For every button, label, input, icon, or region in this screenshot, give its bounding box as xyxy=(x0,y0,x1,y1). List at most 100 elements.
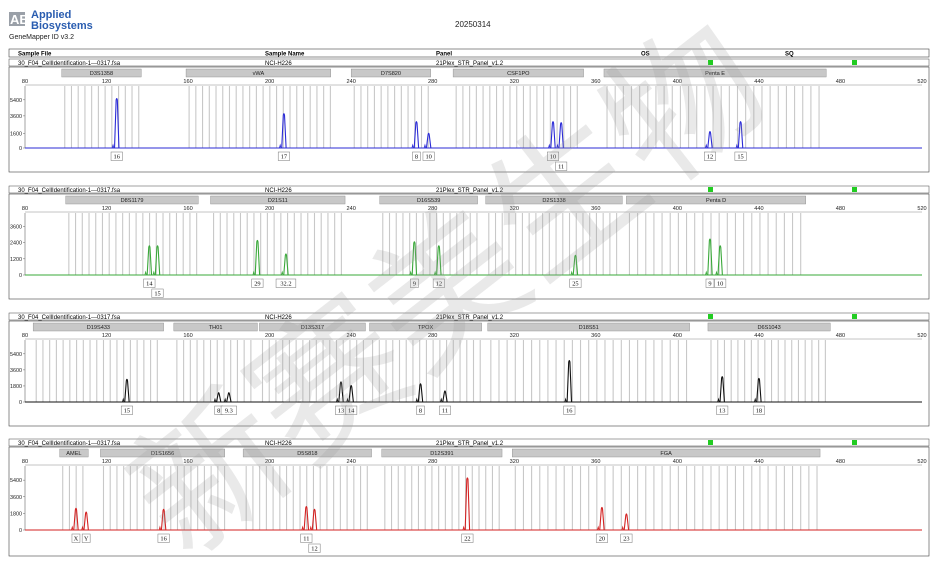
y-tick-label: 1800 xyxy=(10,511,22,517)
allele-call-label: 16 xyxy=(160,536,166,543)
allele-call-box[interactable] xyxy=(143,278,156,288)
peak[interactable] xyxy=(281,113,287,149)
os-status-indicator xyxy=(708,60,713,65)
allele-call-box[interactable] xyxy=(110,151,123,161)
allele-call-box[interactable] xyxy=(439,405,451,415)
allele-call-box[interactable] xyxy=(300,533,313,543)
allele-call-box[interactable] xyxy=(151,288,164,298)
stutter-peak xyxy=(144,270,147,276)
locus-marker-d13s317[interactable] xyxy=(259,322,366,332)
peak[interactable] xyxy=(566,360,573,403)
allele-call-box[interactable] xyxy=(705,278,715,288)
allele-call-box[interactable] xyxy=(620,533,633,543)
peak[interactable] xyxy=(124,378,130,403)
peak[interactable] xyxy=(464,477,471,531)
allele-call-box[interactable] xyxy=(345,405,358,415)
peak[interactable] xyxy=(154,245,161,276)
locus-marker-d21s11[interactable] xyxy=(210,195,346,205)
locus-marker-d7s820[interactable] xyxy=(350,68,431,78)
allele-call-box[interactable] xyxy=(704,151,716,161)
allele-call-box[interactable] xyxy=(547,151,559,161)
locus-label: D18S51 xyxy=(579,325,599,331)
allele-call-box[interactable] xyxy=(277,151,290,161)
locus-marker-d3s1358[interactable] xyxy=(61,68,142,78)
peak[interactable] xyxy=(572,254,579,276)
peak[interactable] xyxy=(146,245,153,276)
locus-marker-d12s391[interactable] xyxy=(381,448,503,458)
allele-call-box[interactable] xyxy=(714,278,727,288)
allele-call-box[interactable] xyxy=(412,151,421,161)
allele-call-box[interactable] xyxy=(416,405,425,415)
peak[interactable] xyxy=(719,376,725,403)
allele-call-box[interactable] xyxy=(120,405,133,415)
peak[interactable] xyxy=(599,506,605,531)
peak[interactable] xyxy=(338,381,344,403)
peak[interactable] xyxy=(226,392,232,403)
locus-marker-penta-e[interactable] xyxy=(603,68,827,78)
locus-marker-th01[interactable] xyxy=(173,322,258,332)
allele-call-box[interactable] xyxy=(308,543,321,553)
peak[interactable] xyxy=(623,513,630,531)
allele-call-label: 11 xyxy=(558,164,564,171)
allele-call-box[interactable] xyxy=(251,278,264,288)
locus-marker-d16s539[interactable] xyxy=(379,195,478,205)
allele-call-box[interactable] xyxy=(595,533,608,543)
peak[interactable] xyxy=(707,238,713,276)
peak[interactable] xyxy=(303,505,310,531)
allele-call-box[interactable] xyxy=(563,405,576,415)
locus-marker-penta-d[interactable] xyxy=(626,195,806,205)
peak[interactable] xyxy=(417,383,424,403)
peak[interactable] xyxy=(215,392,222,403)
allele-call-box[interactable] xyxy=(752,405,765,415)
locus-marker-d1s1656[interactable] xyxy=(100,448,225,458)
logo-mark: AB xyxy=(10,12,29,27)
allele-call-box[interactable] xyxy=(422,151,435,161)
locus-marker-fga[interactable] xyxy=(512,448,821,458)
locus-marker-d8s1179[interactable] xyxy=(65,195,199,205)
allele-call-box[interactable] xyxy=(220,405,237,415)
peak[interactable] xyxy=(756,377,762,403)
allele-call-box[interactable] xyxy=(569,278,582,288)
peak[interactable] xyxy=(348,384,354,403)
peak[interactable] xyxy=(411,241,418,276)
allele-call-box[interactable] xyxy=(71,533,81,543)
peak[interactable] xyxy=(717,245,723,276)
allele-call-box[interactable] xyxy=(432,278,445,288)
locus-marker-tpox[interactable] xyxy=(369,322,482,332)
allele-call-box[interactable] xyxy=(555,161,568,171)
allele-call-box[interactable] xyxy=(275,278,297,288)
allele-call-box[interactable] xyxy=(461,533,474,543)
allele-call-box[interactable] xyxy=(410,278,419,288)
peak[interactable] xyxy=(737,121,744,149)
peak[interactable] xyxy=(413,121,420,149)
locus-marker-csf1po[interactable] xyxy=(452,68,584,78)
allele-call-box[interactable] xyxy=(157,533,170,543)
peak[interactable] xyxy=(425,132,432,149)
peak[interactable] xyxy=(550,121,556,149)
allele-call-box[interactable] xyxy=(716,405,729,415)
x-tick-label: 440 xyxy=(754,206,763,212)
stutter-peak xyxy=(409,270,412,276)
peak[interactable] xyxy=(283,253,289,276)
peak[interactable] xyxy=(254,239,261,276)
allele-call-box[interactable] xyxy=(734,151,747,161)
locus-marker-vwa[interactable] xyxy=(185,68,331,78)
locus-label: D6S1043 xyxy=(757,325,780,331)
locus-marker-d6s1043[interactable] xyxy=(707,322,831,332)
peak[interactable] xyxy=(83,511,89,531)
peak[interactable] xyxy=(160,508,167,531)
peak[interactable] xyxy=(73,507,79,531)
locus-marker-d18s51[interactable] xyxy=(487,322,690,332)
peak[interactable] xyxy=(311,508,318,531)
peak[interactable] xyxy=(113,97,120,149)
locus-marker-amel[interactable] xyxy=(59,448,89,458)
peak[interactable] xyxy=(707,130,713,149)
locus-marker-d19s433[interactable] xyxy=(32,322,164,332)
peak[interactable] xyxy=(558,122,564,149)
locus-marker-d2s1338[interactable] xyxy=(485,195,623,205)
locus-marker-d5s818[interactable] xyxy=(242,448,372,458)
peak[interactable] xyxy=(436,245,442,276)
allele-call-box[interactable] xyxy=(81,533,91,543)
locus-label: AMEL xyxy=(66,451,81,457)
peak[interactable] xyxy=(442,390,448,403)
